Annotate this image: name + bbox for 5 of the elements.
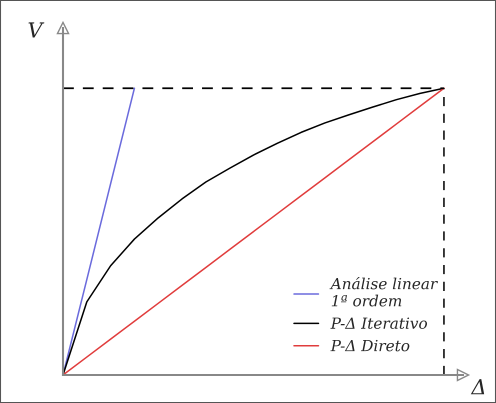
legend-label: P-Δ Direto [330,340,410,352]
x-axis-title: Δ [470,379,484,394]
y-axis-title: V [28,22,44,38]
legend-label: Análise linear 1ª ordem [330,276,438,306]
legend-label: P-Δ Iterativo [330,317,428,329]
